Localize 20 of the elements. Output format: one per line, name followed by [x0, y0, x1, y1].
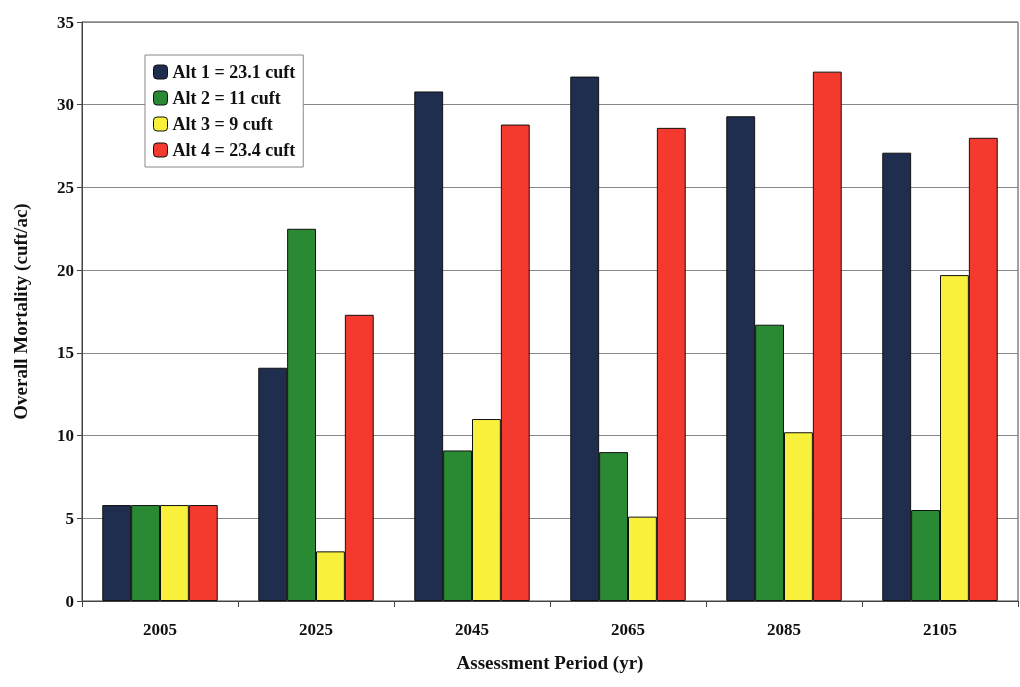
y-tick-label: 30	[57, 95, 74, 115]
legend-label: Alt 2 = 11 cuft	[172, 88, 281, 108]
x-tick-label: 2105	[923, 620, 957, 639]
legend-label: Alt 1 = 23.1 cuft	[172, 62, 296, 82]
x-tick-label: 2005	[143, 620, 177, 639]
y-tick-label: 0	[65, 591, 74, 611]
y-tick-label: 35	[57, 12, 74, 32]
x-tick-label: 2045	[455, 620, 489, 639]
x-axis-title: Assessment Period (yr)	[456, 652, 644, 674]
x-tick-label: 2065	[611, 620, 645, 639]
legend-label: Alt 3 = 9 cuft	[172, 114, 273, 134]
y-tick-label: 5	[65, 508, 74, 528]
y-tick-label: 20	[57, 260, 74, 280]
legend-label: Alt 4 = 23.4 cuft	[172, 140, 296, 160]
y-tick-label: 15	[57, 343, 74, 363]
x-tick-label: 2025	[299, 620, 333, 639]
y-tick-label: 25	[57, 177, 74, 197]
x-tick-label: 2085	[767, 620, 801, 639]
y-axis-title: Overall Mortality (cuft/ac)	[10, 203, 32, 420]
y-tick-label: 10	[57, 426, 74, 446]
